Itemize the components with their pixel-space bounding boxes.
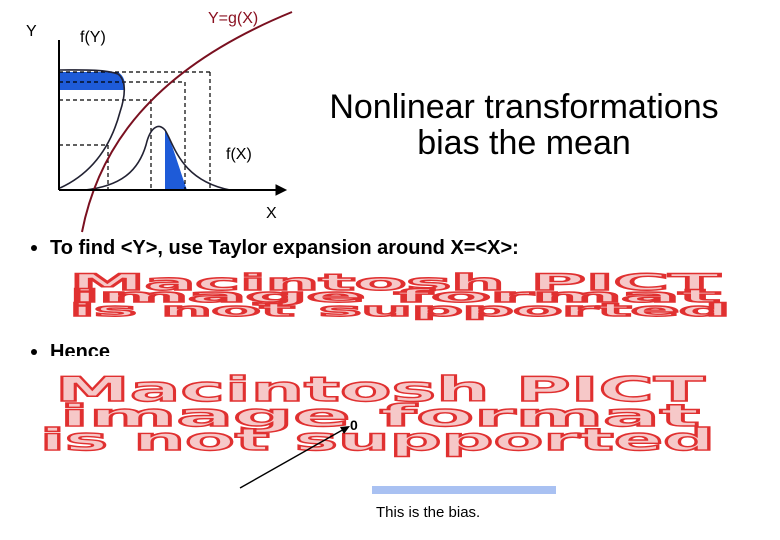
arrow-head <box>340 426 350 434</box>
y-label: Y <box>26 23 37 40</box>
bias-bar <box>372 486 556 494</box>
pict-line: is not supported <box>40 423 715 458</box>
f-y-shade <box>59 72 125 90</box>
f-x-curve <box>84 125 231 191</box>
pict-line: Macintosh PICT <box>70 271 720 296</box>
title-line: bias the mean <box>417 124 631 162</box>
arrow <box>239 427 347 489</box>
x-label: X <box>266 205 277 222</box>
pict-line: is not supported <box>70 300 730 321</box>
f-y-curve <box>59 69 126 189</box>
bullet <box>31 245 37 251</box>
bullet <box>31 349 37 355</box>
x-arrow <box>275 184 288 196</box>
f-x-label: f(X) <box>226 146 252 163</box>
diagram <box>58 11 293 233</box>
f-y-label: f(Y) <box>80 29 106 46</box>
pict-line: image format <box>70 286 722 307</box>
placeholder-bg <box>55 270 735 320</box>
zero-label: 0 <box>350 417 358 433</box>
pict-line: Macintosh PICT <box>55 370 707 410</box>
title-line: Nonlinear transformations <box>329 88 718 126</box>
g-curve <box>81 11 293 233</box>
bias-label: This is the bias. <box>376 504 480 521</box>
g-label: Y=g(X) <box>208 10 258 27</box>
f-x-shade <box>165 130 187 190</box>
bullet-text: To find <Y>, use Taylor expansion around… <box>50 237 519 259</box>
pict-line: image format <box>60 399 700 434</box>
guides <box>59 71 211 190</box>
placeholder-bg <box>35 356 735 456</box>
